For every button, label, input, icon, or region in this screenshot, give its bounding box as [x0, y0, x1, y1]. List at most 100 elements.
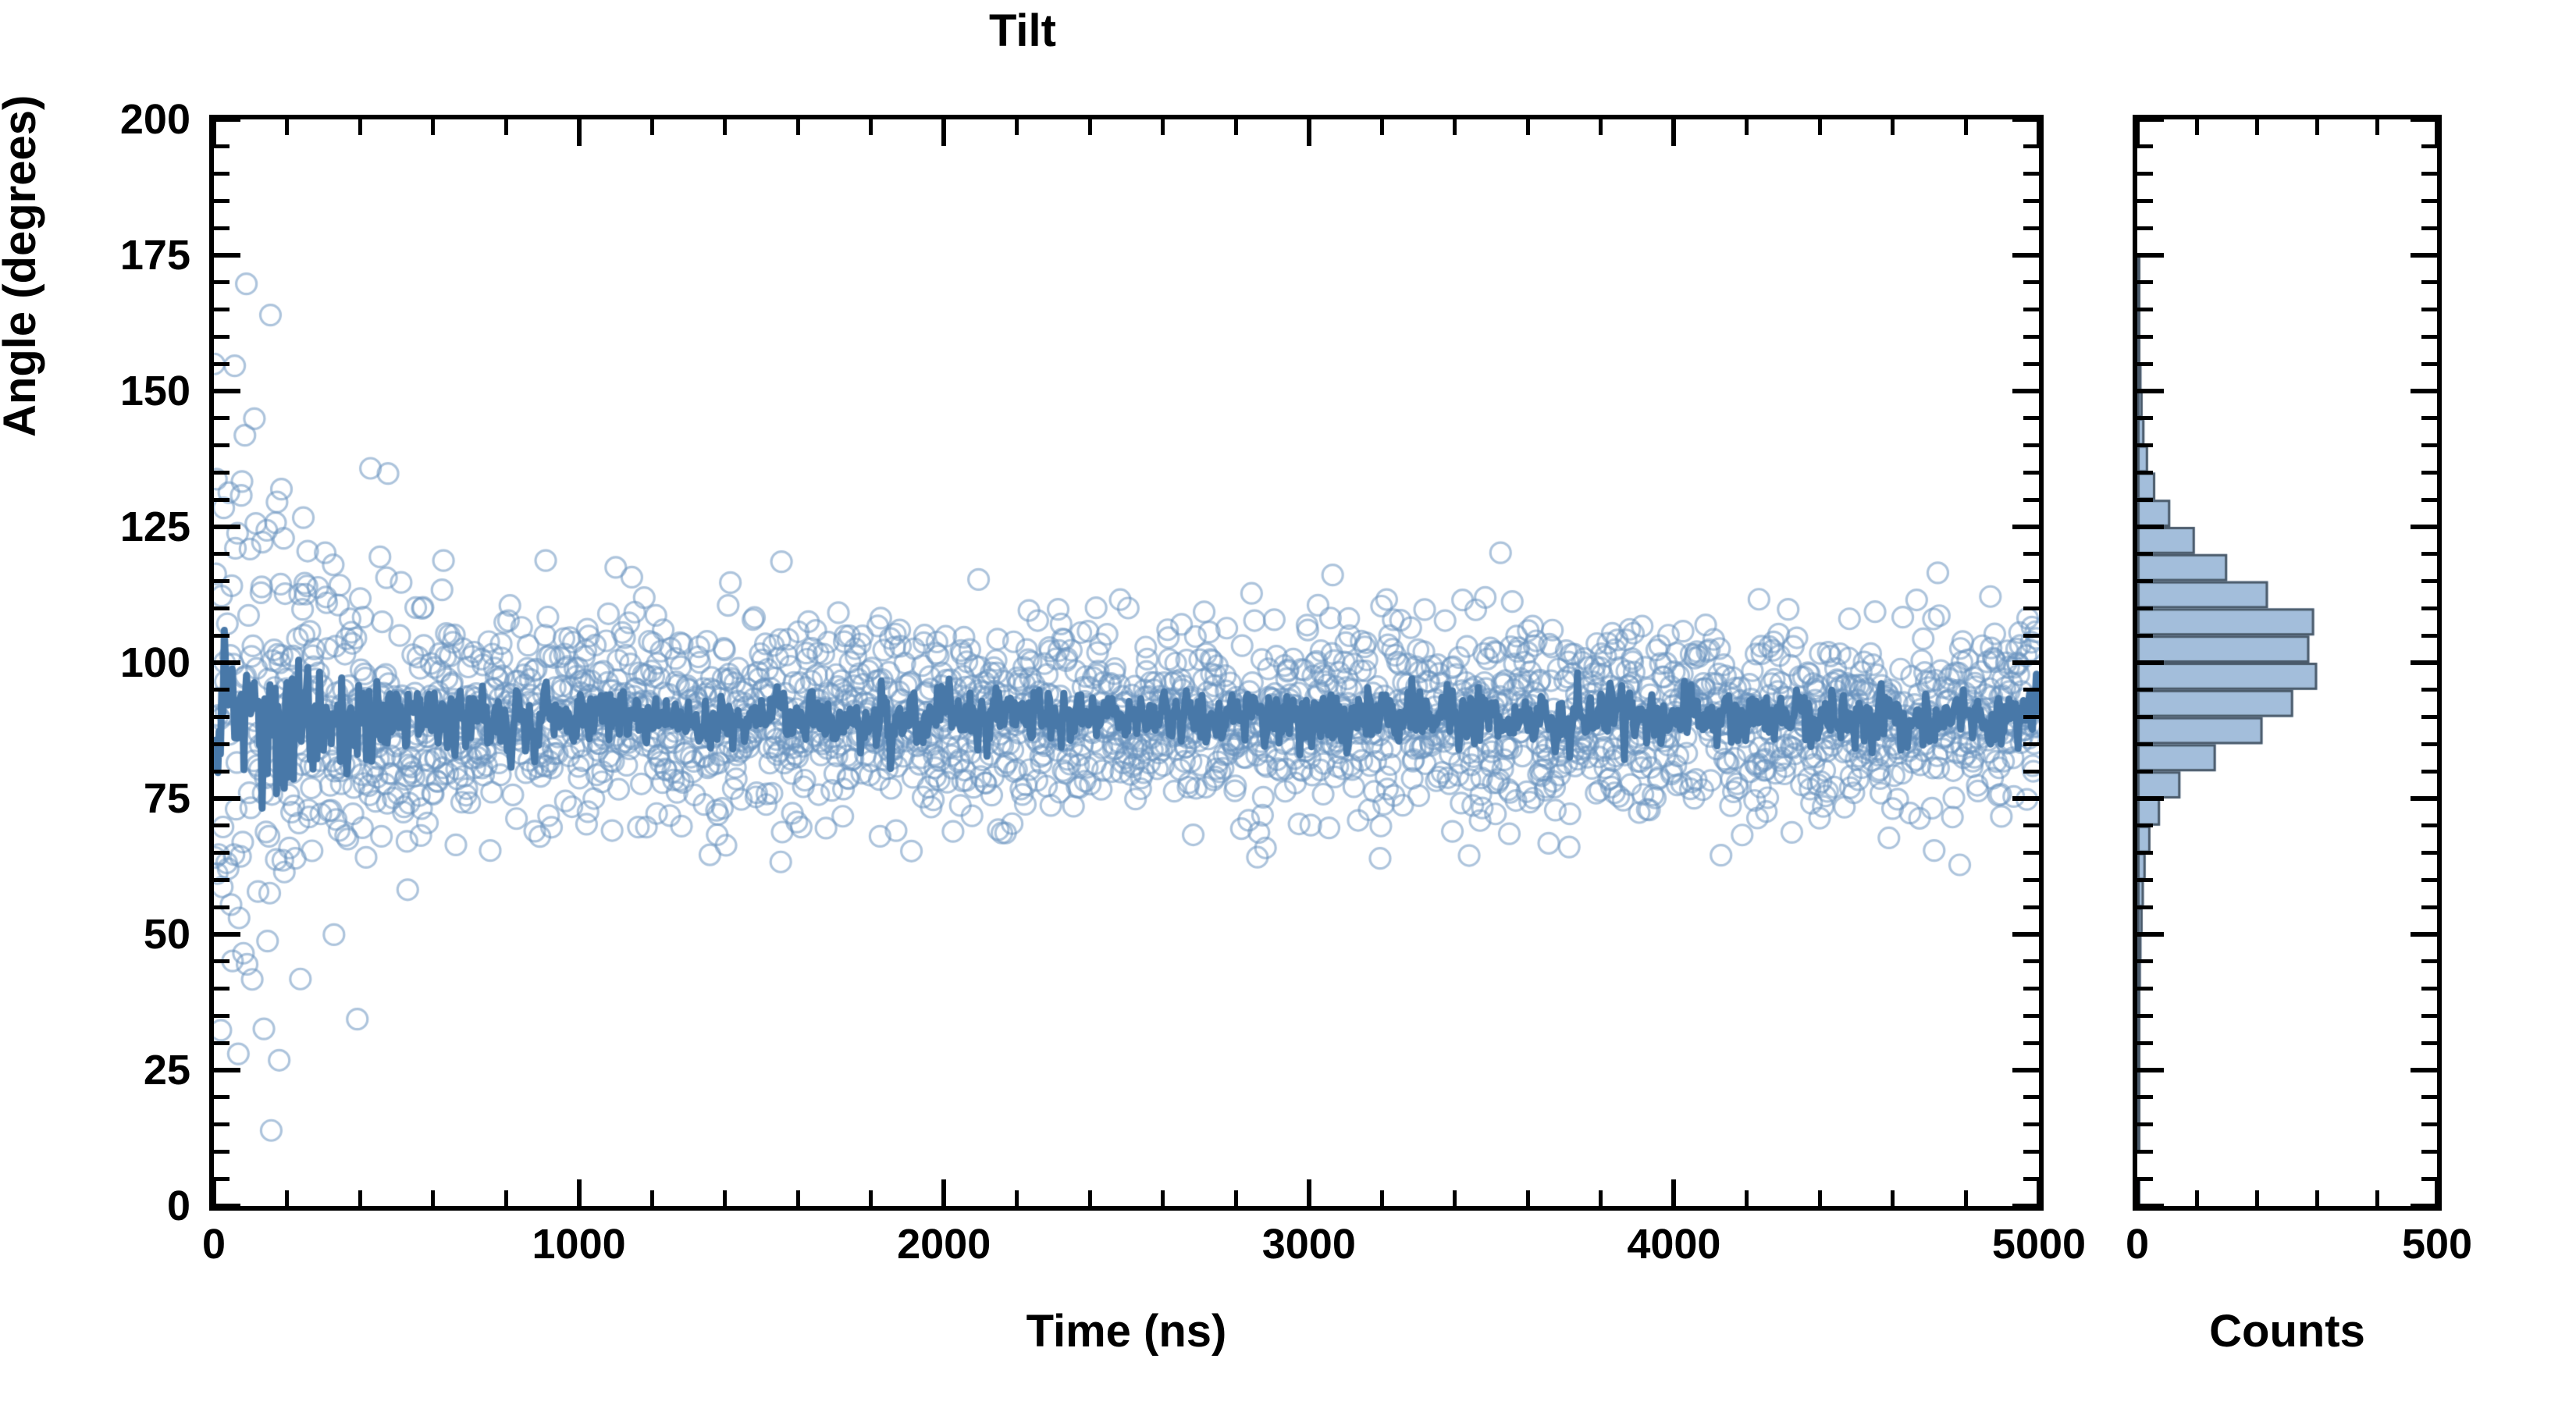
- y-tick-minor: [214, 688, 229, 692]
- x-tick-minor: [1963, 1190, 1968, 1206]
- hist-y-tick-major-right: [2411, 932, 2437, 937]
- y-tick-minor: [214, 552, 229, 557]
- y-tick-minor: [214, 987, 229, 991]
- hist-y-tick-minor-right: [2421, 579, 2437, 584]
- y-tick-major: [214, 1068, 240, 1072]
- x-tick-minor-top: [723, 119, 728, 135]
- hist-y-tick-minor: [2137, 552, 2153, 557]
- y-tick-minor-right: [2023, 361, 2039, 366]
- x-tick-minor: [1745, 1190, 1749, 1206]
- hist-y-tick-minor: [2137, 959, 2153, 964]
- y-tick-minor: [214, 416, 229, 421]
- hist-y-tick-minor-right: [2421, 280, 2437, 285]
- x-tick-minor-top: [1963, 119, 1968, 135]
- y-tick-minor-right: [2023, 416, 2039, 421]
- hist-y-tick-minor: [2137, 606, 2153, 610]
- hist-y-tick-minor: [2137, 361, 2153, 366]
- x-tick-major-top: [941, 119, 947, 146]
- hist-y-tick-minor: [2137, 416, 2153, 421]
- y-tick-label: 125: [119, 503, 190, 550]
- x-tick-major: [941, 1179, 947, 1206]
- y-tick-minor-right: [2023, 144, 2039, 149]
- y-tick-minor-right: [2023, 1040, 2039, 1045]
- x-tick-minor-top: [1453, 119, 1457, 135]
- y-tick-major: [214, 525, 240, 529]
- x-tick-label: 1000: [532, 1221, 626, 1268]
- x-tick-minor-top: [1233, 119, 1238, 135]
- y-tick-minor-right: [2023, 1149, 2039, 1154]
- hist-y-tick-minor-right: [2421, 1149, 2437, 1154]
- x-tick-minor: [1525, 1190, 1530, 1206]
- page-title: Tilt: [989, 5, 1056, 56]
- hist-x-tick-major: [2435, 1179, 2439, 1206]
- y-tick-minor: [214, 1040, 229, 1045]
- y-tick-major-right: [2012, 796, 2039, 801]
- x-tick-minor-top: [431, 119, 436, 135]
- y-tick-minor: [214, 1122, 229, 1127]
- x-tick-minor-top: [1745, 119, 1749, 135]
- x-tick-major: [212, 1179, 216, 1206]
- x-tick-minor: [1233, 1190, 1238, 1206]
- y-tick-label: 150: [119, 368, 190, 414]
- x-tick-minor: [503, 1190, 508, 1206]
- y-axis-title: Angle (degrees): [0, 94, 45, 437]
- x-tick-minor-top: [1817, 119, 1822, 135]
- y-tick-minor: [214, 226, 229, 230]
- hist-y-tick-minor-right: [2421, 633, 2437, 638]
- x-tick-major: [1671, 1179, 1677, 1206]
- hist-y-tick-minor: [2137, 877, 2153, 882]
- hist-y-tick-minor: [2137, 497, 2153, 502]
- x-tick-minor: [1015, 1190, 1019, 1206]
- y-tick-label: 25: [143, 1047, 190, 1094]
- x-tick-minor: [358, 1190, 362, 1206]
- hist-y-tick-minor: [2137, 742, 2153, 746]
- hist-y-tick-minor-right: [2421, 959, 2437, 964]
- hist-y-tick-minor-right: [2421, 987, 2437, 991]
- hist-y-tick-minor-right: [2421, 144, 2437, 149]
- y-tick-major-right: [2012, 1204, 2039, 1208]
- hist-x-tick-label: 500: [2401, 1221, 2473, 1268]
- x-tick-major-top: [1671, 119, 1677, 146]
- hist-y-tick-major-right: [2411, 796, 2437, 801]
- hist-y-tick-minor: [2137, 280, 2153, 285]
- hist-y-tick-minor: [2137, 226, 2153, 230]
- x-tick-minor-top: [795, 119, 800, 135]
- x-tick-label: 3000: [1261, 1221, 1356, 1268]
- y-tick-minor-right: [2023, 1176, 2039, 1181]
- hist-y-tick-minor: [2137, 1122, 2153, 1127]
- y-tick-minor: [214, 334, 229, 339]
- hist-y-tick-major-right: [2411, 525, 2437, 529]
- y-tick-minor-right: [2023, 688, 2039, 692]
- y-tick-minor-right: [2023, 579, 2039, 584]
- hist-y-tick-major: [2137, 117, 2164, 122]
- x-tick-minor: [1087, 1190, 1092, 1206]
- x-tick-minor-top: [1379, 119, 1384, 135]
- y-tick-minor: [214, 877, 229, 882]
- hist-x-tick-minor: [2255, 1190, 2260, 1206]
- y-tick-minor-right: [2023, 742, 2039, 746]
- hist-y-tick-minor-right: [2421, 606, 2437, 610]
- y-tick-minor: [214, 905, 229, 909]
- x-tick-minor: [1453, 1190, 1457, 1206]
- hist-y-tick-minor: [2137, 715, 2153, 720]
- hist-y-tick-minor-right: [2421, 1122, 2437, 1127]
- hist-y-tick-minor: [2137, 470, 2153, 475]
- hist-y-tick-minor: [2137, 633, 2153, 638]
- y-tick-minor: [214, 144, 229, 149]
- y-tick-minor-right: [2023, 443, 2039, 448]
- y-tick-label: 200: [119, 96, 190, 143]
- x-tick-minor-top: [1599, 119, 1603, 135]
- main-plot-panel: [209, 115, 2044, 1211]
- y-tick-minor-right: [2023, 497, 2039, 502]
- histogram-panel: [2133, 115, 2442, 1211]
- y-tick-major: [214, 117, 240, 122]
- scatter-plot-canvas: [214, 119, 2039, 1206]
- y-tick-minor-right: [2023, 769, 2039, 774]
- y-tick-minor: [214, 198, 229, 203]
- y-tick-major-right: [2012, 932, 2039, 937]
- hist-y-tick-minor-right: [2421, 1013, 2437, 1018]
- x-tick-minor-top: [503, 119, 508, 135]
- y-tick-label: 0: [166, 1183, 190, 1229]
- hist-y-tick-minor: [2137, 443, 2153, 448]
- y-tick-minor: [214, 443, 229, 448]
